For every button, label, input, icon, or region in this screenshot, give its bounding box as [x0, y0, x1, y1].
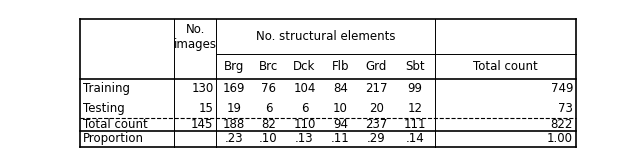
Text: Training: Training: [83, 82, 130, 95]
Text: 130: 130: [191, 82, 213, 95]
Text: 76: 76: [261, 82, 276, 95]
Text: 237: 237: [365, 118, 388, 131]
Text: 6: 6: [301, 102, 308, 115]
Text: 19: 19: [227, 102, 241, 115]
Text: 84: 84: [333, 82, 348, 95]
Text: 104: 104: [293, 82, 316, 95]
Text: 822: 822: [550, 118, 573, 131]
Text: 20: 20: [369, 102, 384, 115]
Text: Sbt: Sbt: [405, 60, 424, 73]
Text: 73: 73: [558, 102, 573, 115]
Text: Brg: Brg: [223, 60, 244, 73]
Text: No.
images: No. images: [174, 23, 217, 51]
Text: Total count: Total count: [83, 118, 148, 131]
Text: 15: 15: [198, 102, 213, 115]
Text: 217: 217: [365, 82, 388, 95]
Text: 749: 749: [550, 82, 573, 95]
Text: Dck: Dck: [293, 60, 316, 73]
Text: Testing: Testing: [83, 102, 125, 115]
Text: Grd: Grd: [365, 60, 387, 73]
Text: Proportion: Proportion: [83, 132, 144, 145]
Text: .14: .14: [405, 132, 424, 145]
Text: 110: 110: [293, 118, 316, 131]
Text: 99: 99: [407, 82, 422, 95]
Text: 12: 12: [407, 102, 422, 115]
Text: .10: .10: [259, 132, 278, 145]
Text: Total count: Total count: [473, 60, 538, 73]
Text: 1.00: 1.00: [547, 132, 573, 145]
Text: Brc: Brc: [259, 60, 278, 73]
Text: 82: 82: [261, 118, 276, 131]
Text: No. structural elements: No. structural elements: [256, 30, 396, 43]
Text: 145: 145: [191, 118, 213, 131]
Text: 169: 169: [223, 82, 245, 95]
Text: .13: .13: [295, 132, 314, 145]
Text: .11: .11: [331, 132, 350, 145]
Text: 111: 111: [404, 118, 426, 131]
Text: Flb: Flb: [332, 60, 349, 73]
Text: .23: .23: [225, 132, 243, 145]
Text: .29: .29: [367, 132, 386, 145]
Text: 6: 6: [265, 102, 272, 115]
Text: 10: 10: [333, 102, 348, 115]
Text: 188: 188: [223, 118, 245, 131]
Text: 94: 94: [333, 118, 348, 131]
